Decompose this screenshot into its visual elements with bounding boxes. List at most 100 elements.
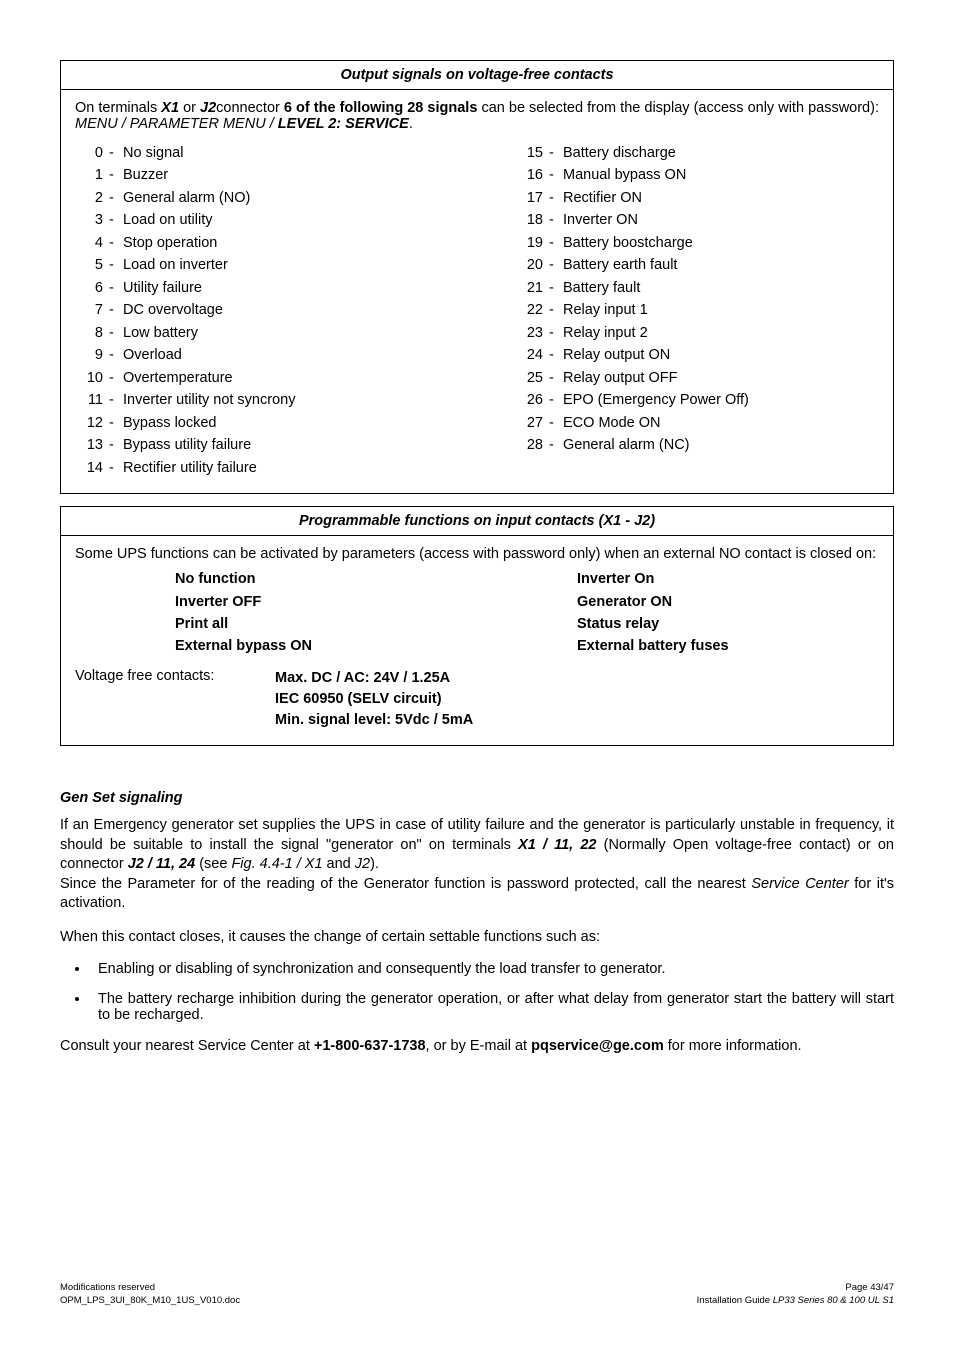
signal-row: 7-DC overvoltage bbox=[75, 299, 477, 321]
signals-columns: 0-No signal1-Buzzer2-General alarm (NO)3… bbox=[75, 142, 879, 479]
signal-num: 28 bbox=[507, 434, 549, 456]
func-item: Print all bbox=[175, 613, 477, 635]
genset-para3: Consult your nearest Service Center at +… bbox=[60, 1037, 894, 1057]
funcs-left-col: No functionInverter OFFPrint allExternal… bbox=[75, 568, 477, 658]
signals-left-col: 0-No signal1-Buzzer2-General alarm (NO)3… bbox=[75, 142, 477, 479]
signal-row: 16-Manual bypass ON bbox=[507, 164, 879, 186]
signal-dash: - bbox=[109, 457, 123, 479]
text-italic: J2 bbox=[355, 856, 370, 872]
output-signals-box: Output signals on voltage-free contacts … bbox=[60, 60, 894, 494]
signal-num: 10 bbox=[75, 367, 109, 389]
text: for more information. bbox=[664, 1038, 802, 1054]
signal-row: 27-ECO Mode ON bbox=[507, 412, 879, 434]
signal-row: 28-General alarm (NC) bbox=[507, 434, 879, 456]
signal-num: 20 bbox=[507, 254, 549, 276]
text-bold: J2 bbox=[200, 100, 216, 116]
signal-label: Overload bbox=[123, 344, 477, 366]
footer-right: Page 43/47 Installation Guide LP33 Serie… bbox=[697, 1282, 894, 1308]
signal-row: 0-No signal bbox=[75, 142, 477, 164]
text-bold: +1-800-637-1738 bbox=[314, 1038, 426, 1054]
signal-num: 2 bbox=[75, 187, 109, 209]
box1-title: Output signals on voltage-free contacts bbox=[61, 61, 893, 90]
box1-body: On terminals X1 or J2connector 6 of the … bbox=[61, 90, 893, 493]
signal-label: Inverter utility not syncrony bbox=[123, 389, 477, 411]
signal-num: 24 bbox=[507, 344, 549, 366]
signal-row: 6-Utility failure bbox=[75, 277, 477, 299]
text-bold: LEVEL 2: SERVICE bbox=[278, 116, 409, 132]
text-italic: LP33 Series 80 & 100 UL S1 bbox=[773, 1295, 894, 1306]
signal-dash: - bbox=[549, 164, 563, 186]
signal-label: Bypass locked bbox=[123, 412, 477, 434]
vfc-row: Voltage free contacts: Max. DC / AC: 24V… bbox=[75, 668, 879, 731]
signal-label: Relay input 2 bbox=[563, 322, 879, 344]
signal-dash: - bbox=[109, 299, 123, 321]
vfc-spec-line: Min. signal level: 5Vdc / 5mA bbox=[275, 710, 473, 731]
signal-label: Relay output OFF bbox=[563, 367, 879, 389]
signal-label: Rectifier ON bbox=[563, 187, 879, 209]
signal-row: 19-Battery boostcharge bbox=[507, 232, 879, 254]
func-item: Inverter OFF bbox=[175, 591, 477, 613]
signal-row: 18-Inverter ON bbox=[507, 209, 879, 231]
footer-right-line2: Installation Guide LP33 Series 80 & 100 … bbox=[697, 1295, 894, 1308]
text: ). bbox=[370, 856, 379, 872]
bullet-item: The battery recharge inhibition during t… bbox=[90, 991, 894, 1023]
genset-para2: When this contact closes, it causes the … bbox=[60, 928, 894, 948]
signal-label: DC overvoltage bbox=[123, 299, 477, 321]
signal-row: 17-Rectifier ON bbox=[507, 187, 879, 209]
text: , or by E-mail at bbox=[426, 1038, 532, 1054]
programmable-functions-box: Programmable functions on input contacts… bbox=[60, 506, 894, 746]
text-bold: J2 / 11, 24 bbox=[128, 856, 195, 872]
signal-label: Battery earth fault bbox=[563, 254, 879, 276]
signal-num: 4 bbox=[75, 232, 109, 254]
signal-dash: - bbox=[109, 254, 123, 276]
text: Installation Guide bbox=[697, 1295, 773, 1306]
signal-dash: - bbox=[549, 322, 563, 344]
signal-row: 2-General alarm (NO) bbox=[75, 187, 477, 209]
signal-num: 12 bbox=[75, 412, 109, 434]
signal-dash: - bbox=[549, 389, 563, 411]
vfc-label: Voltage free contacts: bbox=[75, 668, 275, 731]
signal-dash: - bbox=[109, 142, 123, 164]
text: Since the Parameter for of the reading o… bbox=[60, 876, 751, 892]
signal-label: Buzzer bbox=[123, 164, 477, 186]
signal-label: No signal bbox=[123, 142, 477, 164]
text: and bbox=[323, 856, 355, 872]
signal-row: 25-Relay output OFF bbox=[507, 367, 879, 389]
signal-label: Load on utility bbox=[123, 209, 477, 231]
text-bold: X1 bbox=[161, 100, 179, 116]
signal-num: 17 bbox=[507, 187, 549, 209]
funcs-right-col: Inverter OnGenerator ONStatus relayExter… bbox=[477, 568, 879, 658]
signal-dash: - bbox=[549, 299, 563, 321]
vfc-specs: Max. DC / AC: 24V / 1.25AIEC 60950 (SELV… bbox=[275, 668, 473, 731]
signal-num: 22 bbox=[507, 299, 549, 321]
signal-row: 21-Battery fault bbox=[507, 277, 879, 299]
signal-num: 5 bbox=[75, 254, 109, 276]
signal-dash: - bbox=[109, 209, 123, 231]
genset-para1: If an Emergency generator set supplies t… bbox=[60, 816, 894, 914]
signal-num: 18 bbox=[507, 209, 549, 231]
signal-row: 23-Relay input 2 bbox=[507, 322, 879, 344]
signal-num: 6 bbox=[75, 277, 109, 299]
signal-dash: - bbox=[109, 389, 123, 411]
signal-num: 16 bbox=[507, 164, 549, 186]
func-item: External battery fuses bbox=[577, 635, 879, 657]
signal-row: 9-Overload bbox=[75, 344, 477, 366]
signal-row: 20-Battery earth fault bbox=[507, 254, 879, 276]
signal-label: Battery discharge bbox=[563, 142, 879, 164]
signal-row: 13-Bypass utility failure bbox=[75, 434, 477, 456]
signal-row: 10-Overtemperature bbox=[75, 367, 477, 389]
text-italic: Fig. 4.4-1 / X1 bbox=[231, 856, 322, 872]
signal-dash: - bbox=[109, 322, 123, 344]
signal-dash: - bbox=[549, 209, 563, 231]
signal-dash: - bbox=[549, 187, 563, 209]
func-item: No function bbox=[175, 568, 477, 590]
signal-dash: - bbox=[549, 142, 563, 164]
text: . bbox=[409, 116, 413, 132]
vfc-spec-line: IEC 60950 (SELV circuit) bbox=[275, 689, 473, 710]
signal-dash: - bbox=[549, 344, 563, 366]
signal-num: 19 bbox=[507, 232, 549, 254]
func-item: Status relay bbox=[577, 613, 879, 635]
signal-label: Battery boostcharge bbox=[563, 232, 879, 254]
signal-dash: - bbox=[109, 367, 123, 389]
footer-right-line1: Page 43/47 bbox=[697, 1282, 894, 1295]
